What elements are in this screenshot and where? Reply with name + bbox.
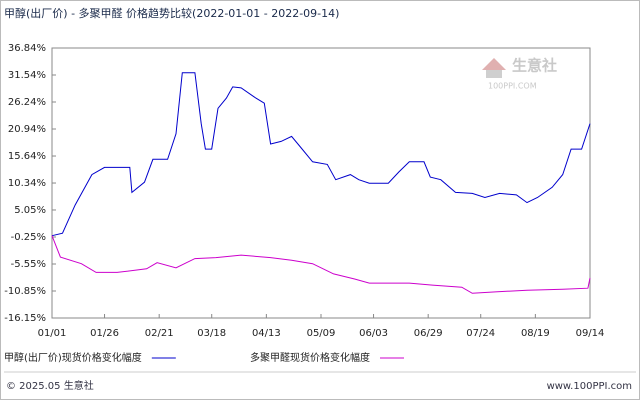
x-tick-label: 06/03 — [359, 328, 388, 339]
y-tick-label: -5.55% — [11, 259, 46, 270]
y-tick-label: 5.05% — [14, 205, 46, 216]
y-tick-label: 10.34% — [8, 178, 46, 189]
watermark-icon — [486, 70, 502, 78]
watermark-site: 100PPI.COM — [488, 82, 537, 91]
y-tick-label: -10.85% — [4, 286, 46, 297]
x-tick-label: 08/19 — [521, 328, 550, 339]
y-tick-label: 20.94% — [8, 124, 46, 135]
x-tick-label: 05/09 — [307, 328, 336, 339]
y-tick-label: 26.24% — [8, 97, 46, 108]
y-tick-label: -16.15% — [4, 313, 46, 324]
x-tick-label: 02/21 — [145, 328, 174, 339]
y-tick-label: 31.54% — [8, 70, 46, 81]
watermark-brand: 生意社 — [512, 57, 557, 75]
x-tick-label: 01/26 — [90, 328, 119, 339]
x-tick-label: 07/24 — [466, 328, 495, 339]
chart-title: 甲醇(出厂价) - 多聚甲醛 价格趋势比较(2022-01-01 - 2022-… — [4, 6, 339, 20]
y-tick-label: 15.64% — [8, 151, 46, 162]
footer-right: www.100PPI.com — [547, 381, 632, 392]
x-tick-label: 04/13 — [252, 328, 281, 339]
legend-label: 甲醇(出厂价)现货价格变化幅度 — [4, 351, 142, 364]
series-line — [51, 235, 591, 294]
watermark: 生意社 100PPI.COM — [482, 57, 557, 91]
legend-label: 多聚甲醛现货价格变化幅度 — [250, 351, 370, 364]
watermark-icon — [482, 58, 506, 70]
x-tick-label: 01/01 — [38, 328, 67, 339]
x-tick-label: 06/29 — [414, 328, 443, 339]
y-tick-label: 36.84% — [8, 43, 46, 54]
y-tick-label: -0.25% — [11, 232, 46, 243]
series-line — [51, 72, 591, 237]
footer-left: © 2025.05 生意社 — [6, 379, 94, 392]
x-tick-label: 03/18 — [197, 328, 226, 339]
x-tick-label: 09/14 — [576, 328, 605, 339]
